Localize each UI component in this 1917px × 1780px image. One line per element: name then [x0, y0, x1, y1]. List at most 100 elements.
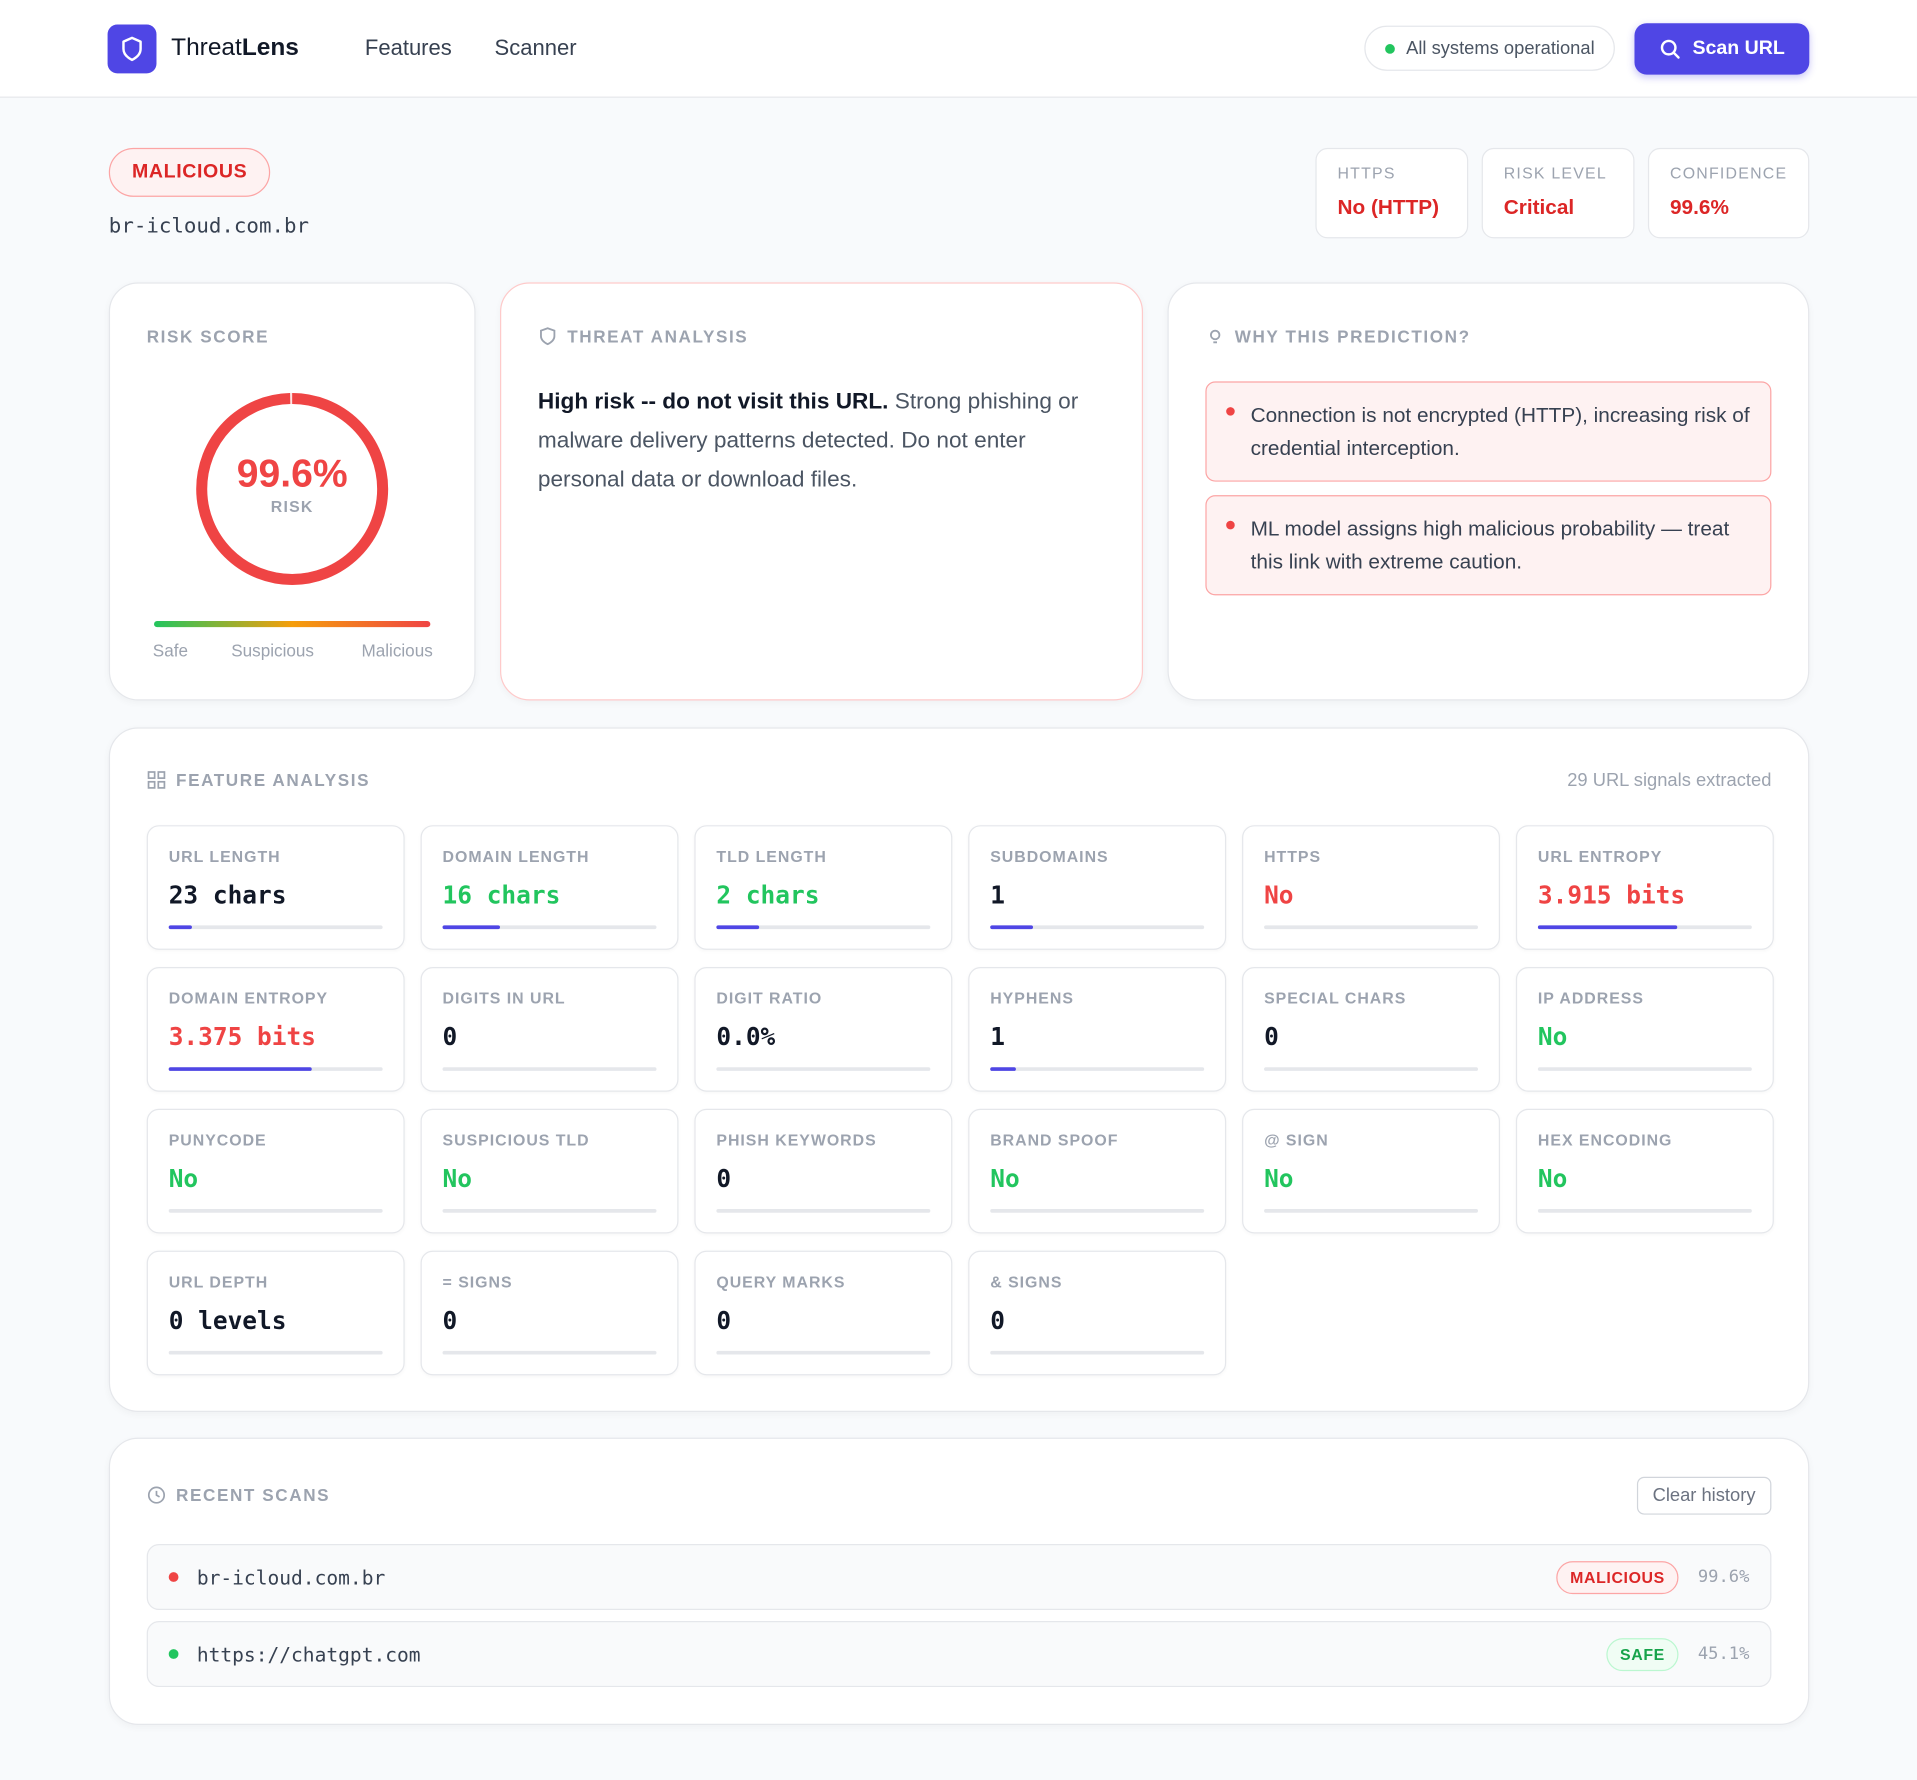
- why-card: WHY THIS PREDICTION? Connection is not e…: [1167, 282, 1810, 701]
- feature-track: [990, 1209, 1205, 1213]
- scan-button[interactable]: Scan URL: [1634, 22, 1810, 74]
- scan-url: br-icloud.com.br: [196, 1565, 386, 1589]
- nav-link[interactable]: Features: [364, 35, 452, 60]
- feature-value: 0 levels: [168, 1305, 287, 1335]
- reason: Connection is not encrypted (HTTP), incr…: [1205, 381, 1772, 482]
- feature-track: [716, 1209, 931, 1213]
- feature-tile: HYPHENS 1: [968, 966, 1227, 1092]
- risk-unit: RISK: [271, 499, 314, 516]
- feature-card: FEATURE ANALYSIS 29 URL signals extracte…: [108, 727, 1810, 1412]
- feature-tile: SUBDOMAINS 1: [968, 825, 1227, 950]
- feature-track: [1264, 1067, 1479, 1071]
- reasons: Connection is not encrypted (HTTP), incr…: [1205, 368, 1772, 596]
- feature-bar: [1537, 925, 1677, 930]
- feature-tile: = SIGNS 0: [420, 1250, 679, 1376]
- card-title-row: THREAT ANALYSIS: [538, 326, 748, 346]
- stat-box: RISK LEVEL Critical: [1481, 147, 1635, 239]
- feature-track: [1537, 1209, 1752, 1213]
- feature-tile: @ SIGN No: [1242, 1108, 1501, 1234]
- feature-tile: TLD LENGTH 2 chars: [694, 825, 953, 950]
- stat-label: RISK LEVEL: [1503, 163, 1607, 183]
- risk-score: 99.6%: [237, 453, 348, 496]
- feature-value: 0: [1264, 1022, 1279, 1052]
- feature-tile: IP ADDRESS No: [1515, 966, 1774, 1092]
- feature-value: 23 chars: [168, 880, 287, 910]
- feature-label: @ SIGN: [1264, 1130, 1329, 1150]
- scan-score: 99.6%: [1697, 1567, 1750, 1587]
- search-icon: [1661, 39, 1681, 59]
- feature-value: 3.375 bits: [168, 1022, 316, 1052]
- stat-box: CONFIDENCE 99.6%: [1647, 147, 1810, 239]
- scale-label: Malicious: [361, 641, 432, 660]
- top-nav: ThreatLens Features Scanner All systems …: [0, 0, 1917, 98]
- stat-value: 99.6%: [1669, 195, 1729, 219]
- feature-value: 0.0%: [716, 1022, 776, 1052]
- feature-bar: [442, 925, 501, 930]
- feature-label: HTTPS: [1264, 847, 1322, 866]
- bulb-icon: [1209, 329, 1221, 344]
- scan-verdict: SAFE: [1606, 1637, 1679, 1671]
- feature-track: [168, 925, 383, 930]
- scale-bar: [154, 621, 431, 628]
- feature-track: [168, 1350, 383, 1355]
- feature-value: No: [990, 1163, 1020, 1194]
- scale-label: Suspicious: [231, 641, 314, 660]
- feature-tile: HEX ENCODING No: [1515, 1108, 1774, 1234]
- feature-value: 1: [990, 1022, 1005, 1052]
- feature-label: TLD LENGTH: [716, 847, 827, 866]
- feature-bar: [990, 925, 1034, 930]
- feature-track: [990, 925, 1205, 930]
- scan-url: https://chatgpt.com: [196, 1642, 421, 1666]
- feature-track: [1537, 1067, 1752, 1071]
- nav-link[interactable]: Scanner: [494, 35, 577, 60]
- feature-tile: URL LENGTH 23 chars: [146, 825, 405, 950]
- feature-value: 3.915 bits: [1537, 880, 1686, 910]
- feature-label: PHISH KEYWORDS: [716, 1130, 877, 1150]
- feature-track: [168, 1209, 383, 1213]
- feature-value: No: [168, 1163, 199, 1194]
- feature-label: BRAND SPOOF: [990, 1130, 1119, 1150]
- scan-row[interactable]: br-icloud.com.br MALICIOUS 99.6%: [146, 1544, 1772, 1611]
- feature-track: [1264, 1209, 1479, 1213]
- risk-card: RISK SCORE 99.6% RISK Safe Suspicious Ma…: [108, 282, 476, 701]
- stat-label: CONFIDENCE: [1669, 163, 1788, 183]
- status-dot: [1385, 43, 1396, 54]
- status-pill: All systems operational: [1364, 25, 1616, 71]
- clear-history-button[interactable]: Clear history: [1636, 1476, 1772, 1515]
- reason: ML model assigns high malicious probabil…: [1205, 495, 1772, 596]
- feature-value: No: [1537, 1022, 1568, 1052]
- feature-label: URL LENGTH: [168, 847, 281, 866]
- stat-value: Critical: [1503, 195, 1575, 219]
- feature-label: = SIGNS: [442, 1272, 513, 1291]
- stat-value: No (HTTP): [1337, 195, 1440, 219]
- feature-track: [168, 1067, 383, 1071]
- feature-tile: URL DEPTH 0 levels: [146, 1250, 405, 1376]
- feature-tile: DOMAIN LENGTH 16 chars: [420, 825, 679, 950]
- feature-label: URL ENTROPY: [1537, 847, 1663, 866]
- scan-verdict: MALICIOUS: [1556, 1560, 1679, 1594]
- feature-label: HYPHENS: [990, 989, 1074, 1008]
- stats: HTTPS No (HTTP) RISK LEVEL Critical CONFIDEN…: [1315, 147, 1810, 239]
- verdict-badge: MALICIOUS: [108, 147, 271, 197]
- feature-tile: QUERY MARKS 0: [694, 1250, 953, 1376]
- feature-bar: [716, 925, 760, 930]
- feature-label: HEX ENCODING: [1537, 1130, 1673, 1150]
- feature-track: [442, 925, 657, 930]
- feature-label: SUBDOMAINS: [990, 847, 1109, 866]
- feature-track: [442, 1067, 657, 1071]
- verdict-block: MALICIOUS br-icloud.com.br: [108, 147, 309, 238]
- threat-text: High risk -- do not visit this URL. Stro…: [538, 381, 1110, 498]
- scan-label: Scan URL: [1692, 37, 1785, 59]
- feature-track: [442, 1350, 657, 1355]
- logo[interactable]: [107, 23, 157, 73]
- feature-value: No: [442, 1163, 472, 1194]
- status-text: All systems operational: [1406, 37, 1595, 59]
- scan-row[interactable]: https://chatgpt.com SAFE 45.1%: [146, 1621, 1772, 1688]
- card-title: RISK SCORE: [146, 326, 270, 346]
- scan-score: 45.1%: [1697, 1644, 1750, 1664]
- feature-tile: & SIGNS 0: [968, 1250, 1227, 1376]
- feature-tile: PUNYCODE No: [146, 1108, 405, 1234]
- feature-value: No: [1264, 1163, 1294, 1194]
- brand[interactable]: ThreatLens: [171, 34, 299, 62]
